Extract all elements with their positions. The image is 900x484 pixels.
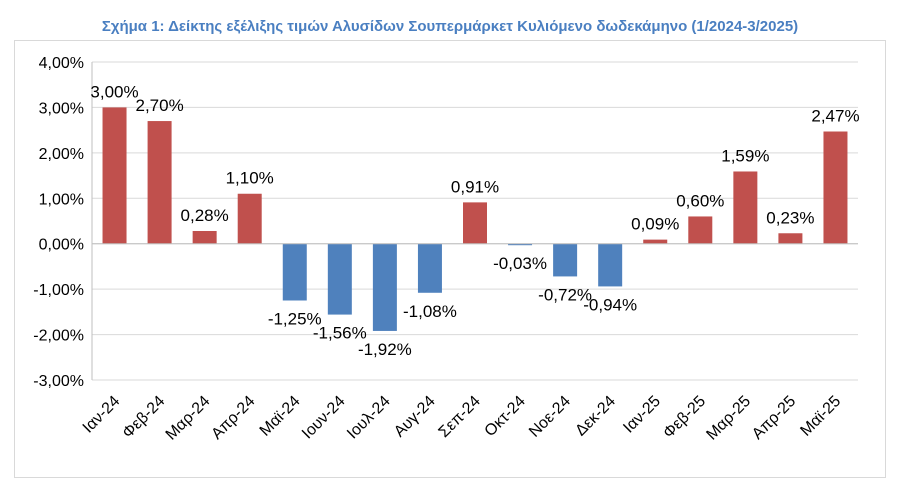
- data-label: -1,56%: [313, 324, 367, 343]
- data-label: 2,70%: [135, 96, 183, 115]
- bar: [192, 230, 217, 244]
- bar: [327, 243, 352, 315]
- data-label: -0,03%: [493, 254, 547, 273]
- data-label: 0,23%: [766, 208, 814, 227]
- data-label: 0,60%: [676, 191, 724, 210]
- data-label: -1,92%: [358, 340, 412, 359]
- y-tick-label: -3,00%: [33, 373, 84, 390]
- bar: [417, 243, 442, 293]
- bar: [598, 243, 623, 287]
- x-tick-label: Οκτ-24: [482, 393, 529, 440]
- data-label: 1,10%: [226, 169, 274, 188]
- x-tick-label: Ιαν-24: [80, 393, 124, 437]
- y-tick-label: 1,00%: [39, 191, 84, 208]
- y-tick-label: -2,00%: [33, 328, 84, 345]
- x-tick-label: Αυγ-24: [391, 393, 439, 441]
- data-label: 0,28%: [181, 206, 229, 225]
- y-tick-label: 4,00%: [39, 55, 84, 72]
- x-tick-label: Ιουν-24: [299, 393, 349, 443]
- bar: [463, 202, 487, 244]
- data-label: 2,47%: [811, 107, 859, 126]
- data-label: 1,59%: [721, 146, 769, 165]
- bar: [237, 193, 262, 244]
- x-tick-label: Μαϊ-24: [257, 393, 304, 440]
- bar: [102, 107, 127, 244]
- x-tick-label: Μαϊ-25: [797, 393, 844, 440]
- chart-frame: [14, 40, 886, 478]
- x-tick-label: Απρ-24: [208, 393, 258, 443]
- y-tick-label: -1,00%: [33, 282, 84, 299]
- bar: [147, 121, 172, 244]
- data-label: 0,09%: [631, 215, 679, 234]
- x-tick-label: Φεβ-24: [119, 393, 168, 442]
- chart-title: Σχήμα 1: Δείκτης εξέλιξης τιμών Αλυσίδων…: [101, 18, 799, 35]
- x-tick-label: Δεκ-24: [572, 393, 619, 440]
- bar: [778, 233, 803, 244]
- data-label: -0,94%: [583, 295, 637, 314]
- bar: [372, 243, 397, 331]
- bar: [553, 243, 578, 277]
- y-tick-label: 3,00%: [39, 100, 84, 117]
- data-label: 0,91%: [451, 177, 499, 196]
- bar: [643, 239, 668, 244]
- x-tick-label: Απρ-25: [749, 393, 799, 443]
- bar: [688, 216, 713, 244]
- data-label: -0,72%: [538, 285, 592, 304]
- y-tick-label: 0,00%: [39, 237, 84, 254]
- x-tick-label: Μαρ-25: [703, 393, 754, 444]
- y-tick-label: 2,00%: [39, 146, 84, 163]
- x-tick-label: Σεπ-24: [436, 393, 484, 441]
- x-tick-label: Ιαν-25: [620, 393, 664, 437]
- data-label: 3,00%: [90, 82, 138, 101]
- bar: [508, 243, 533, 246]
- x-tick-label: Μαρ-24: [163, 393, 214, 444]
- bar: [733, 171, 758, 244]
- data-label: -1,25%: [268, 310, 322, 329]
- bar: [282, 243, 307, 301]
- x-tick-label: Ιουλ-24: [344, 393, 394, 443]
- data-label: -1,08%: [403, 302, 457, 321]
- bar: [823, 131, 848, 244]
- x-tick-label: Νοε-24: [526, 393, 574, 441]
- x-tick-label: Φεβ-25: [660, 393, 709, 442]
